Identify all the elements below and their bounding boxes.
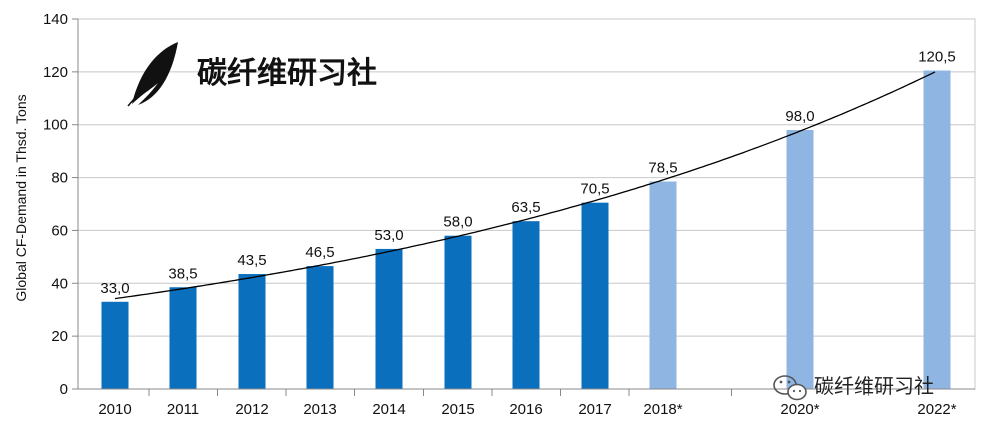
data-label: 33,0 [100, 280, 129, 297]
data-label: 98,0 [785, 108, 814, 125]
brand-logo: 碳纤维研习社 [127, 42, 377, 107]
x-tick-label: 2020* [780, 401, 819, 418]
bar-2016 [512, 221, 540, 389]
axes: 0 20 40 60 80 100 120 140 2010 2011 2012 2013 2014 20… [43, 11, 975, 418]
x-tick-label: 2013 [303, 401, 336, 418]
trend-line [114, 71, 936, 300]
bar-2020-forecast [786, 130, 814, 389]
data-label: 53,0 [374, 227, 403, 244]
y-axis-title: Global CF-Demand in Thsd. Tons [13, 94, 29, 301]
x-tick-label: 2018* [643, 401, 682, 418]
brand-text: 碳纤维研习社 [197, 56, 377, 91]
x-tick-label: 2012 [235, 401, 268, 418]
x-tick-label: 2010 [98, 401, 131, 418]
y-tick-label: 120 [43, 64, 68, 81]
data-label: 63,5 [511, 199, 540, 216]
bar-2011 [169, 287, 197, 389]
data-label: 46,5 [305, 244, 334, 261]
feather-icon [132, 42, 178, 105]
data-label: 120,5 [918, 49, 956, 66]
bar-2022-forecast [923, 70, 951, 390]
x-tick-label: 2017 [578, 401, 611, 418]
bars [101, 70, 951, 390]
y-tick-label: 40 [51, 275, 68, 292]
x-tick-label: 2016 [509, 401, 542, 418]
bar-2014 [375, 248, 403, 389]
data-label: 78,5 [648, 160, 677, 177]
data-label: 58,0 [443, 214, 472, 231]
y-tick-label: 0 [60, 381, 68, 398]
bar-2010 [101, 301, 129, 389]
wechat-icon [773, 375, 807, 401]
bar-2012 [238, 274, 266, 389]
data-label: 38,5 [168, 265, 197, 282]
trend-curve [114, 71, 936, 300]
y-tick-label: 20 [51, 328, 68, 345]
bar-2013 [306, 266, 334, 389]
y-tick-label: 100 [43, 117, 68, 134]
y-tick-label: 140 [43, 11, 68, 28]
data-label: 43,5 [237, 252, 266, 269]
data-label: 70,5 [580, 181, 609, 198]
x-tick-label: 2014 [372, 401, 405, 418]
data-labels: 33,0 38,5 43,5 46,5 53,0 58,0 63,5 70,5 78,5 98,0… [100, 49, 955, 297]
watermark-text: 碳纤维研习社 [814, 374, 934, 398]
bar-2015 [444, 235, 472, 389]
bar-2018-forecast [649, 181, 677, 389]
watermark: 碳纤维研习社 [773, 374, 934, 401]
x-tick-label: 2022* [917, 401, 956, 418]
x-tick-label: 2015 [441, 401, 474, 418]
bar-2017 [581, 202, 609, 389]
y-tick-label: 80 [51, 170, 68, 187]
y-tick-label: 60 [51, 222, 68, 239]
x-tick-label: 2011 [167, 401, 199, 418]
